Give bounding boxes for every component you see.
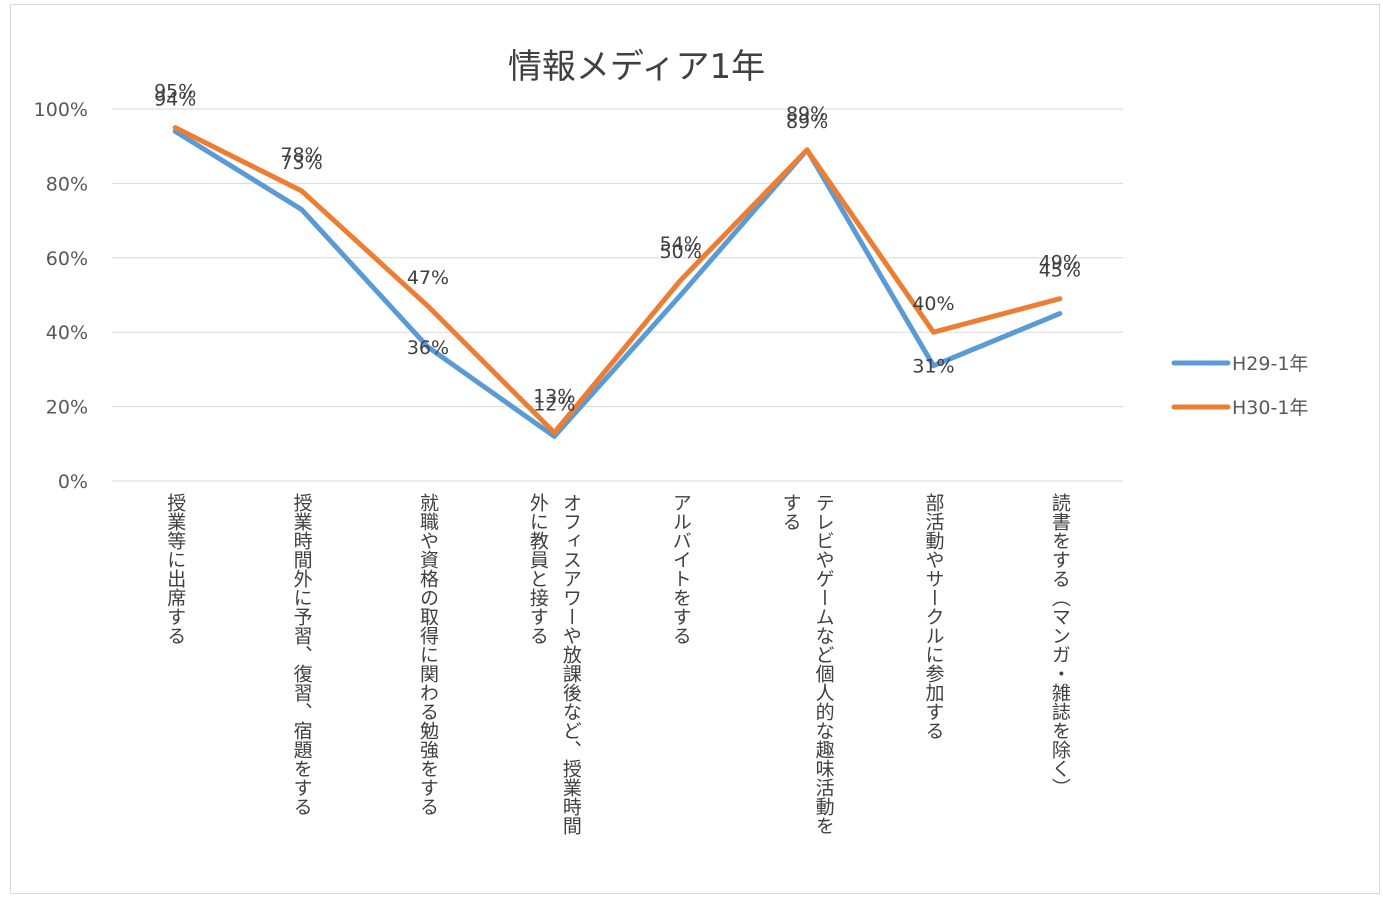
- data-label: 49%: [1039, 252, 1081, 274]
- category-label-line: アルバイトをする: [670, 493, 692, 645]
- data-labels: 95%94% 78%73% 47% 36% 13%12% 54%50% 89%89% 40% 3…: [154, 81, 1081, 416]
- category-label-line: する: [780, 493, 802, 531]
- y-tick-label: 60%: [46, 248, 88, 270]
- category-label-line: テレビやゲームなど個人的な趣味活動を: [813, 493, 835, 835]
- chart-title: 情報メディア1年: [508, 47, 765, 87]
- data-label: 50%: [660, 241, 702, 263]
- category-label-line: 外に教員と接する: [527, 493, 549, 645]
- category-label: アルバイトをする: [670, 493, 692, 645]
- category-label: 授業等に出席する: [164, 493, 186, 645]
- data-label: 73%: [280, 152, 322, 174]
- data-label: 78%: [280, 144, 322, 166]
- category-label: 就職や資格の取得に関わる勉強をする: [417, 493, 439, 816]
- data-label: 89%: [786, 111, 828, 133]
- data-label: 36%: [407, 337, 449, 359]
- y-tick-label: 0%: [58, 471, 88, 493]
- gridlines: [112, 108, 1123, 482]
- category-label: 読書をする︵マンガ・雑誌を除く︶: [1049, 493, 1071, 797]
- data-label: 40%: [912, 293, 954, 315]
- data-label: 54%: [660, 233, 702, 255]
- category-label-line: 授業等に出席する: [164, 493, 186, 645]
- category-label: 部活動やサークルに参加する: [922, 493, 944, 740]
- legend-label: H29-1年: [1232, 353, 1308, 375]
- data-label: 45%: [1039, 260, 1081, 282]
- category-label-line: オフィスアワーや放課後など︑授業時間: [560, 493, 582, 835]
- x-axis-category-labels: 授業等に出席する 授業時間外に予習︑復習︑宿題をする 就職や資格の取得に関わる勉強を…: [164, 493, 1071, 835]
- category-label-line: 読書をする︵マンガ・雑誌を除く︶: [1049, 493, 1071, 797]
- legend-item: H30-1年: [1171, 397, 1308, 419]
- data-label: 12%: [533, 394, 575, 416]
- data-label: 13%: [533, 386, 575, 408]
- y-tick-label: 20%: [46, 397, 88, 419]
- data-label: 89%: [786, 103, 828, 125]
- series-line: [172, 128, 1063, 439]
- y-axis-tick-labels: 0% 20% 40% 60% 80% 100%: [34, 99, 88, 493]
- category-label-line: 部活動やサークルに参加する: [922, 493, 944, 740]
- legend-label: H30-1年: [1232, 397, 1308, 419]
- legend: H29-1年 H30-1年: [1171, 353, 1308, 419]
- y-tick-label: 100%: [34, 99, 88, 121]
- series-line: [172, 125, 1063, 436]
- data-label: 95%: [154, 81, 196, 103]
- y-tick-label: 40%: [46, 322, 88, 344]
- data-label: 31%: [912, 356, 954, 378]
- category-label-line: 授業時間外に予習︑復習︑宿題をする: [291, 493, 313, 816]
- category-label-line: 就職や資格の取得に関わる勉強をする: [417, 493, 439, 816]
- legend-item: H29-1年: [1171, 353, 1308, 375]
- series-lines: [172, 125, 1063, 439]
- data-label: 94%: [154, 89, 196, 111]
- chart-frame: [10, 4, 1380, 894]
- data-label: 47%: [407, 267, 449, 289]
- category-label: 授業時間外に予習︑復習︑宿題をする: [291, 493, 313, 816]
- y-tick-label: 80%: [46, 173, 88, 195]
